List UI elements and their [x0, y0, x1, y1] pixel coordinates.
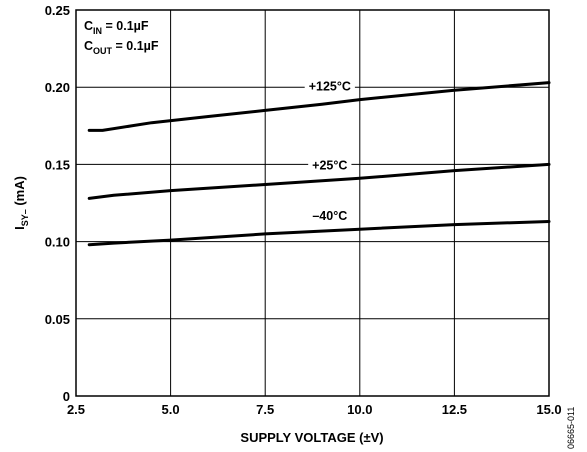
y-axis-label: ISY– (mA)	[12, 176, 30, 230]
x-tick-label: 2.5	[67, 402, 85, 417]
tick-labels: 2.5 5.0 7.5 10.0 12.5 15.0 0 0.05 0.10 0.15 0.20 0.…	[45, 3, 562, 417]
series-label: +25°C	[312, 158, 347, 172]
series-labels: +125°C +25°C –40°C	[304, 77, 355, 224]
series-label-background	[308, 207, 352, 224]
x-tick-label: 5.0	[162, 402, 180, 417]
y-tick-label: 0.05	[45, 312, 70, 327]
x-axis-label: SUPPLY VOLTAGE (±V)	[240, 430, 383, 445]
grid-lines	[76, 10, 549, 396]
y-tick-label: 0.10	[45, 235, 70, 250]
x-tick-label: 15.0	[536, 402, 561, 417]
x-tick-label: 12.5	[442, 402, 467, 417]
cin-annotation: CIN = 0.1µF	[84, 19, 149, 36]
plot-frame	[75, 9, 550, 397]
y-tick-label: 0.20	[45, 80, 70, 95]
series-line	[87, 220, 551, 247]
x-tick-label: 7.5	[256, 402, 274, 417]
y-tick-label: 0	[63, 389, 70, 404]
y-tick-label: 0.25	[45, 3, 70, 18]
series-label-background	[304, 77, 355, 94]
series-lines	[87, 81, 551, 247]
series-line	[87, 162, 551, 200]
series-label-background	[308, 156, 352, 173]
x-tick-label: 10.0	[347, 402, 372, 417]
series-label: +125°C	[309, 80, 351, 94]
cout-annotation: COUT = 0.1µF	[84, 39, 159, 56]
y-tick-label: 0.15	[45, 157, 70, 172]
series-label: –40°C	[312, 209, 347, 223]
figure-code: 06665-011	[566, 407, 576, 449]
series-line	[87, 81, 551, 132]
capacitor-annotation: CIN = 0.1µF COUT = 0.1µF	[82, 13, 167, 57]
